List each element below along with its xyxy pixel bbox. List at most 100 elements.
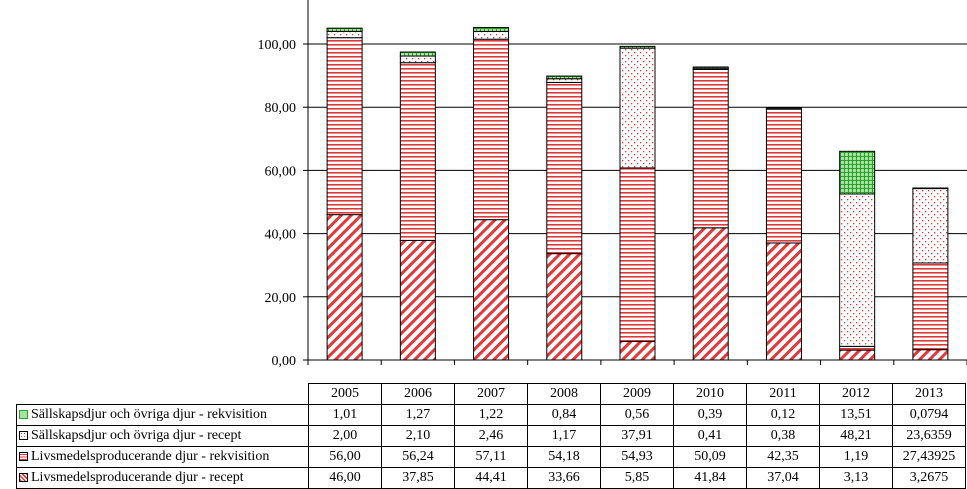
bar-segment-grid-2010 <box>693 67 728 68</box>
bar-segment-dots-2013 <box>913 188 948 263</box>
data-label: 2,10 <box>382 426 455 447</box>
bar-segment-grid-2008 <box>547 76 582 79</box>
legend-swatch <box>19 410 28 419</box>
data-label: 50,09 <box>674 447 747 468</box>
x-tick-label: 2008 <box>528 384 601 405</box>
bar-segment-grid-2005 <box>327 28 362 31</box>
x-tick-label: 2011 <box>747 384 820 405</box>
data-label: 46,00 <box>309 468 382 489</box>
legend-swatch <box>19 431 28 440</box>
data-label: 0,38 <box>747 426 820 447</box>
legend-entry: Livsmedelsproducerande djur - rekvisitio… <box>17 447 309 468</box>
legend-entry: Sällskapsdjur och övriga djur - rekvisit… <box>17 405 309 426</box>
data-label: 27,43925 <box>893 447 966 468</box>
y-tick-label: 0,00 <box>272 354 297 369</box>
data-label: 37,85 <box>382 468 455 489</box>
data-label: 48,21 <box>820 426 893 447</box>
y-tick-label: 60,00 <box>265 164 297 179</box>
bar-segment-dots-2007 <box>474 31 509 39</box>
data-label: 1,27 <box>382 405 455 426</box>
bar-segment-horizontal-2011 <box>766 109 801 243</box>
bar-segment-horizontal-2007 <box>474 39 509 219</box>
bar-segment-dots-2009 <box>620 48 655 168</box>
data-label: 41,84 <box>674 468 747 489</box>
table-corner <box>17 384 309 405</box>
bar-segment-dots-2008 <box>547 79 582 83</box>
data-label: 37,04 <box>747 468 820 489</box>
data-label: 57,11 <box>455 447 528 468</box>
bar-segment-grid-2011 <box>766 108 801 109</box>
legend-entry: Sällskapsdjur och övriga djur - recept <box>17 426 309 447</box>
bar-segment-horizontal-2009 <box>620 168 655 342</box>
bars <box>327 28 948 360</box>
x-tick-label: 2009 <box>601 384 674 405</box>
bar-segment-grid-2006 <box>400 52 435 56</box>
y-tick-label: 20,00 <box>265 291 297 306</box>
data-label: 2,00 <box>309 426 382 447</box>
y-tick-label: 80,00 <box>265 101 297 116</box>
data-label: 1,17 <box>528 426 601 447</box>
data-label: 23,6359 <box>893 426 966 447</box>
data-label: 3,13 <box>820 468 893 489</box>
data-label: 0,41 <box>674 426 747 447</box>
legend-swatch <box>19 473 28 482</box>
bar-segment-horizontal-2005 <box>327 38 362 215</box>
data-label: 0,0794 <box>893 405 966 426</box>
legend-label: Sällskapsdjur och övriga djur - rekvisit… <box>31 407 267 422</box>
table-row: Sällskapsdjur och övriga djur - rekvisit… <box>17 405 966 426</box>
bar-segment-grid-2013 <box>913 188 948 189</box>
legend-entry: Livsmedelsproducerande djur - recept <box>17 468 309 489</box>
bar-segment-diagonal-2008 <box>547 254 582 360</box>
data-label: 42,35 <box>747 447 820 468</box>
bar-segment-dots-2005 <box>327 31 362 37</box>
bar-stack-2009 <box>620 46 655 360</box>
data-label: 5,85 <box>601 468 674 489</box>
bar-segment-diagonal-2007 <box>474 220 509 360</box>
bar-stack-2006 <box>400 52 435 360</box>
x-tick-label: 2007 <box>455 384 528 405</box>
bar-segment-diagonal-2009 <box>620 342 655 360</box>
table-row: Livsmedelsproducerande djur - recept 46,0… <box>17 468 966 489</box>
bar-segment-horizontal-2012 <box>840 346 875 350</box>
bar-segment-grid-2009 <box>620 46 655 48</box>
data-label: 0,84 <box>528 405 601 426</box>
bar-segment-grid-2012 <box>840 151 875 194</box>
bar-segment-dots-2006 <box>400 56 435 63</box>
bar-segment-horizontal-2006 <box>400 63 435 241</box>
bar-segment-horizontal-2010 <box>693 70 728 228</box>
data-label: 0,39 <box>674 405 747 426</box>
table-row: Livsmedelsproducerande djur - rekvisitio… <box>17 447 966 468</box>
legend-label: Livsmedelsproducerande djur - recept <box>31 470 244 485</box>
data-label: 37,91 <box>601 426 674 447</box>
bar-segment-diagonal-2011 <box>766 243 801 360</box>
bar-stack-2011 <box>766 108 801 360</box>
bar-segment-diagonal-2013 <box>913 350 948 360</box>
data-label: 0,56 <box>601 405 674 426</box>
data-label: 54,93 <box>601 447 674 468</box>
x-tick-label: 2006 <box>382 384 455 405</box>
y-tick-label: 40,00 <box>265 228 297 243</box>
bar-segment-diagonal-2005 <box>327 215 362 360</box>
data-label: 44,41 <box>455 468 528 489</box>
data-label: 1,01 <box>309 405 382 426</box>
legend-label: Livsmedelsproducerande djur - rekvisitio… <box>31 449 269 464</box>
bar-stack-2007 <box>474 28 509 360</box>
y-tick-label: 100,00 <box>258 38 297 53</box>
x-tick-label: 2005 <box>309 384 382 405</box>
data-label: 56,00 <box>309 447 382 468</box>
legend-swatch <box>19 452 28 461</box>
bar-segment-horizontal-2008 <box>547 82 582 253</box>
bar-segment-dots-2012 <box>840 194 875 346</box>
data-label: 56,24 <box>382 447 455 468</box>
bar-segment-diagonal-2006 <box>400 240 435 360</box>
data-label: 54,18 <box>528 447 601 468</box>
bar-stack-2013 <box>913 188 948 360</box>
data-label: 1,19 <box>820 447 893 468</box>
x-tick-label: 2012 <box>820 384 893 405</box>
data-label: 33,66 <box>528 468 601 489</box>
data-label: 2,46 <box>455 426 528 447</box>
bar-segment-diagonal-2010 <box>693 228 728 360</box>
